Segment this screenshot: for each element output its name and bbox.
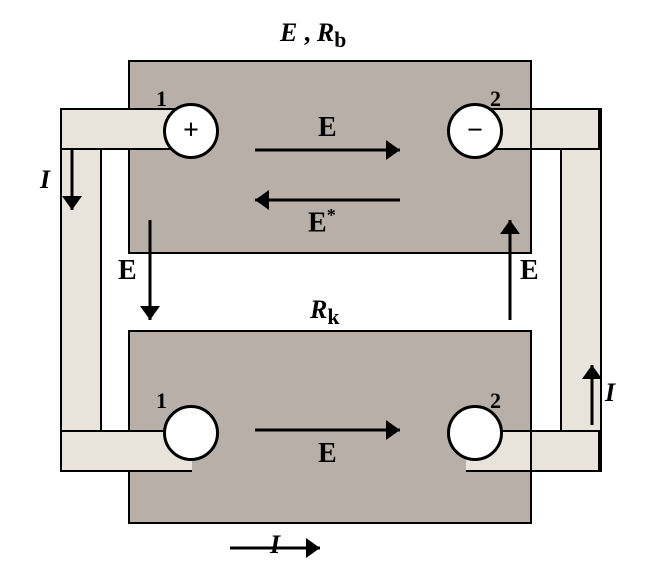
title-label: E , Rb bbox=[280, 18, 346, 53]
I-left: I bbox=[40, 165, 50, 195]
num-bot-2: 2 bbox=[490, 388, 501, 414]
E-bot: E bbox=[318, 438, 337, 470]
rk-label: Rk bbox=[310, 295, 339, 330]
I-bot: I bbox=[270, 530, 280, 560]
num-top-1: 1 bbox=[156, 86, 167, 112]
E-right: E bbox=[520, 255, 539, 287]
Estar: E* bbox=[308, 205, 336, 239]
I-right: I bbox=[605, 378, 615, 408]
E-top: E bbox=[318, 112, 337, 144]
terminal-top-1: + bbox=[163, 103, 219, 159]
num-top-2: 2 bbox=[490, 86, 501, 112]
terminal-bot-1 bbox=[163, 405, 219, 461]
num-bot-1: 1 bbox=[156, 388, 167, 414]
E-left: E bbox=[118, 255, 137, 287]
